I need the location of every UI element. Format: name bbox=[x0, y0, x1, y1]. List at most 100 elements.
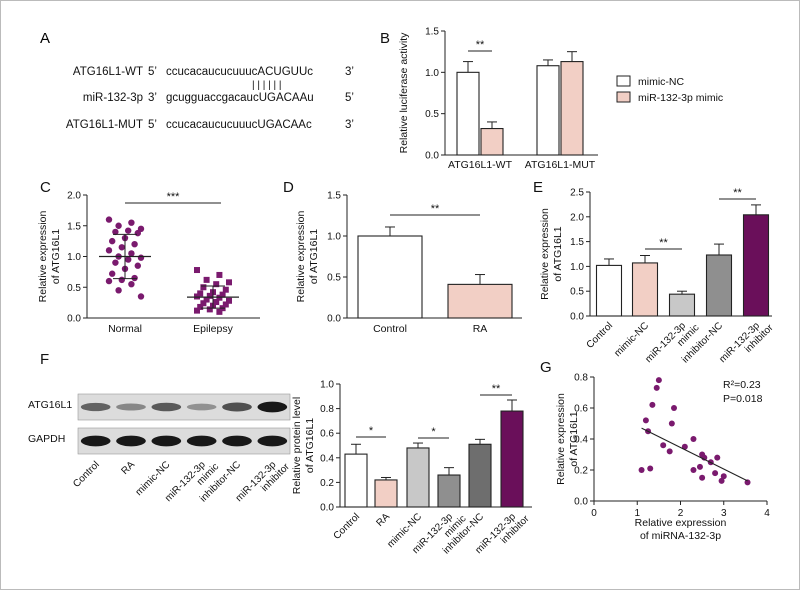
panel-letter-a: A bbox=[40, 30, 50, 47]
data-point bbox=[115, 287, 122, 294]
y-tick-label: 1.0 bbox=[67, 252, 81, 263]
data-point bbox=[666, 448, 673, 455]
panel-a: A ATG16L1-WT 5’ ccucacaucucuuucACUGUUc 3… bbox=[40, 30, 354, 131]
seq-row-prime3: 3’ bbox=[345, 66, 354, 78]
panel-letter: D bbox=[283, 179, 294, 196]
data-point bbox=[203, 296, 210, 303]
x-tick-label: ATG16L1-WT bbox=[448, 159, 513, 171]
seq-row-name: miR-132-3p bbox=[83, 92, 143, 104]
seq-row-prime5: 5’ bbox=[148, 66, 157, 78]
y-tick-label: 1.5 bbox=[570, 237, 584, 248]
blot-band bbox=[116, 403, 146, 411]
legend-swatch bbox=[616, 91, 631, 103]
data-point bbox=[219, 291, 226, 298]
data-point bbox=[681, 443, 688, 450]
x-tick-label: 1 bbox=[634, 508, 640, 519]
data-point bbox=[712, 470, 719, 477]
significance-marker: *** bbox=[167, 191, 181, 203]
blot-band bbox=[151, 402, 182, 412]
y-tick-label: 1.0 bbox=[327, 232, 341, 243]
seq-row-prime5: 5’ bbox=[148, 119, 157, 131]
y-axis-label: Relative expressionof ATG16L1 bbox=[555, 393, 580, 485]
data-point bbox=[200, 300, 207, 307]
data-point bbox=[128, 280, 135, 288]
y-tick-label: 2.5 bbox=[570, 188, 584, 199]
legend-entry: miR-132-3p mimic bbox=[638, 92, 723, 104]
x-tick-label: RA bbox=[473, 323, 488, 335]
y-tick-label: 0.0 bbox=[320, 503, 334, 514]
stat-annotation: P=0.018 bbox=[723, 393, 763, 405]
data-point bbox=[203, 276, 210, 283]
data-point bbox=[226, 297, 232, 304]
y-tick-label: 1.5 bbox=[327, 191, 341, 202]
data-point bbox=[118, 244, 126, 251]
panel-c-expression-scatter: C Relative expressionof ATG16L1 0.0 0.5 1.0 1… bbox=[37, 179, 260, 335]
bar bbox=[437, 474, 461, 508]
data-point bbox=[222, 301, 229, 308]
data-point bbox=[105, 247, 113, 254]
x-tick-label: miR-132-3pinhibitor bbox=[717, 314, 776, 373]
blot-band bbox=[257, 401, 288, 413]
x-tick-label-line: mimic-NC bbox=[612, 320, 651, 359]
x-tick-label-line: Control bbox=[71, 459, 102, 490]
y-axis-label-line: of ATG16L1 bbox=[308, 229, 320, 284]
data-point bbox=[660, 442, 667, 449]
y-axis-label-line: Relative expression bbox=[295, 211, 307, 303]
y-tick-label: 0.4 bbox=[574, 435, 588, 446]
data-point bbox=[718, 477, 725, 484]
y-tick-label: 0.6 bbox=[574, 404, 588, 415]
blot-row-label: GAPDH bbox=[28, 433, 65, 445]
data-point bbox=[720, 473, 727, 480]
data-point bbox=[105, 277, 113, 285]
significance-marker: ** bbox=[659, 237, 668, 249]
data-point bbox=[213, 299, 220, 306]
y-tick-label: 0.5 bbox=[425, 109, 439, 120]
y-axis-label-line: Relative luciferase activity bbox=[398, 32, 410, 154]
bar bbox=[447, 283, 513, 319]
y-tick-label: 0.0 bbox=[425, 151, 439, 162]
x-tick-label: Epilepsy bbox=[193, 323, 233, 335]
y-tick-label: 0.0 bbox=[574, 497, 588, 508]
data-point bbox=[109, 270, 116, 277]
data-point bbox=[137, 293, 145, 300]
x-tick-label: miR-132-3pinhibitor bbox=[473, 505, 532, 564]
y-tick-label: 0.5 bbox=[67, 283, 81, 294]
y-tick-label: 0.2 bbox=[320, 478, 334, 489]
data-point bbox=[649, 401, 656, 408]
data-point bbox=[213, 281, 220, 288]
blot-strip bbox=[77, 427, 291, 455]
blot-band bbox=[80, 402, 111, 412]
legend-swatch bbox=[616, 75, 631, 87]
x-tick-label-line: RA bbox=[375, 511, 393, 529]
x-tick-label: Control bbox=[332, 511, 363, 542]
significance-marker: ** bbox=[431, 203, 440, 215]
x-tick-label: 0 bbox=[591, 508, 597, 519]
y-axis-label-line: Relative expression bbox=[37, 211, 49, 303]
seq-row-prime3: 5’ bbox=[345, 92, 354, 104]
blot-band bbox=[222, 435, 252, 447]
significance-marker: * bbox=[369, 425, 374, 437]
data-point bbox=[125, 227, 132, 234]
panel-letter: C bbox=[40, 179, 51, 196]
x-tick-label: 2 bbox=[678, 508, 684, 519]
blot-row-label: ATG16L1 bbox=[28, 399, 72, 411]
y-axis-label-line: of ATG16L1 bbox=[304, 418, 316, 473]
y-tick-label: 1.5 bbox=[67, 221, 81, 232]
x-tick-label: Control bbox=[585, 320, 616, 351]
y-axis-label: Relative expressionof ATG16L1 bbox=[37, 211, 62, 303]
blot-band bbox=[186, 435, 217, 447]
y-tick-label: 1.5 bbox=[425, 27, 439, 38]
bar bbox=[560, 61, 584, 156]
data-point bbox=[216, 294, 223, 301]
seq-row-sequence: gcugguaccgacaucUGACAAu bbox=[166, 92, 314, 104]
data-point bbox=[125, 256, 132, 263]
bar bbox=[456, 71, 480, 156]
panel-letter: E bbox=[533, 179, 543, 196]
seq-row-prime5: 3’ bbox=[148, 92, 157, 104]
x-tick-label: ATG16L1-MUT bbox=[525, 159, 596, 171]
y-tick-label: 0.5 bbox=[327, 273, 341, 284]
data-point bbox=[699, 474, 706, 481]
